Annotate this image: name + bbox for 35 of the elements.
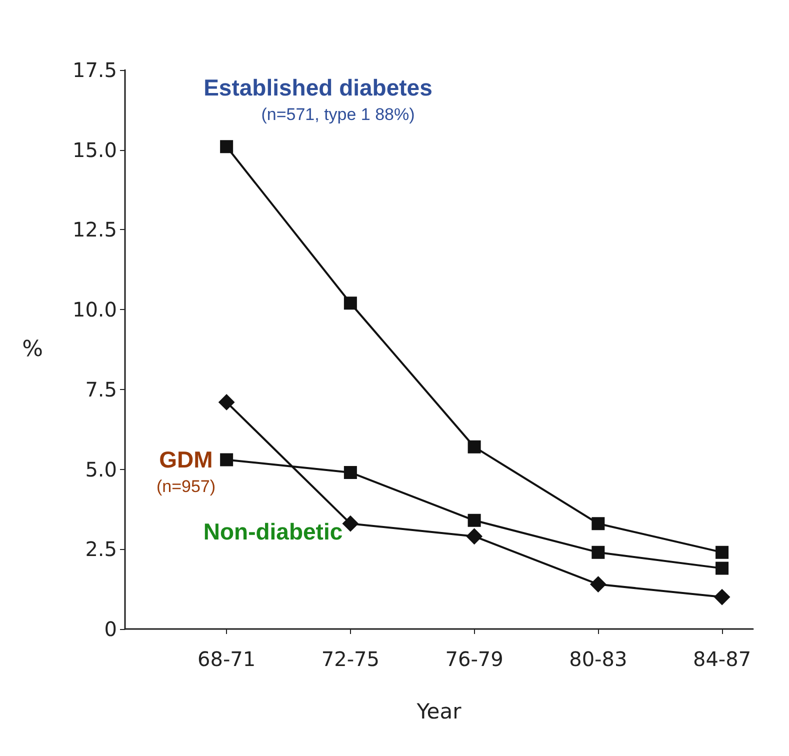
y-tick-label: 10.0 [72, 298, 117, 322]
point [218, 394, 235, 410]
x-tick-label: 72-75 [321, 647, 380, 671]
point [468, 514, 481, 527]
x-tick-label: 80-83 [569, 647, 628, 671]
x-tick-label: 84-87 [692, 647, 752, 671]
point [344, 296, 357, 310]
x-tick-label: 76-79 [445, 647, 504, 671]
x-axis-title: Year [416, 700, 462, 724]
point [592, 517, 605, 530]
point [344, 466, 357, 479]
series-label: Non-diabetic [203, 518, 343, 544]
series-label: GDM [159, 446, 213, 472]
point [714, 589, 730, 606]
point [592, 546, 605, 559]
point [716, 546, 729, 559]
series-label: Established diabetes [204, 74, 432, 100]
y-tick-label: 7.5 [85, 377, 117, 402]
point [716, 562, 729, 575]
y-tick-label: 5.0 [85, 457, 117, 482]
point [590, 576, 606, 592]
x-tick-label: 68-71 [198, 647, 256, 671]
point [342, 516, 358, 532]
y-tick-label: 17.5 [72, 58, 117, 82]
point [220, 140, 234, 154]
y-tick-label: 12.5 [72, 218, 117, 242]
annotation: (n=957) [156, 477, 216, 496]
point [468, 440, 481, 454]
y-tick-label: 2.5 [85, 537, 117, 562]
y-tick-label: 0 [104, 617, 117, 641]
point [220, 453, 234, 466]
point [466, 528, 482, 544]
y-axis-title: % [22, 337, 43, 362]
annotation: (n=571, type 1 88%) [261, 105, 415, 124]
y-tick-label: 15.0 [72, 138, 117, 162]
